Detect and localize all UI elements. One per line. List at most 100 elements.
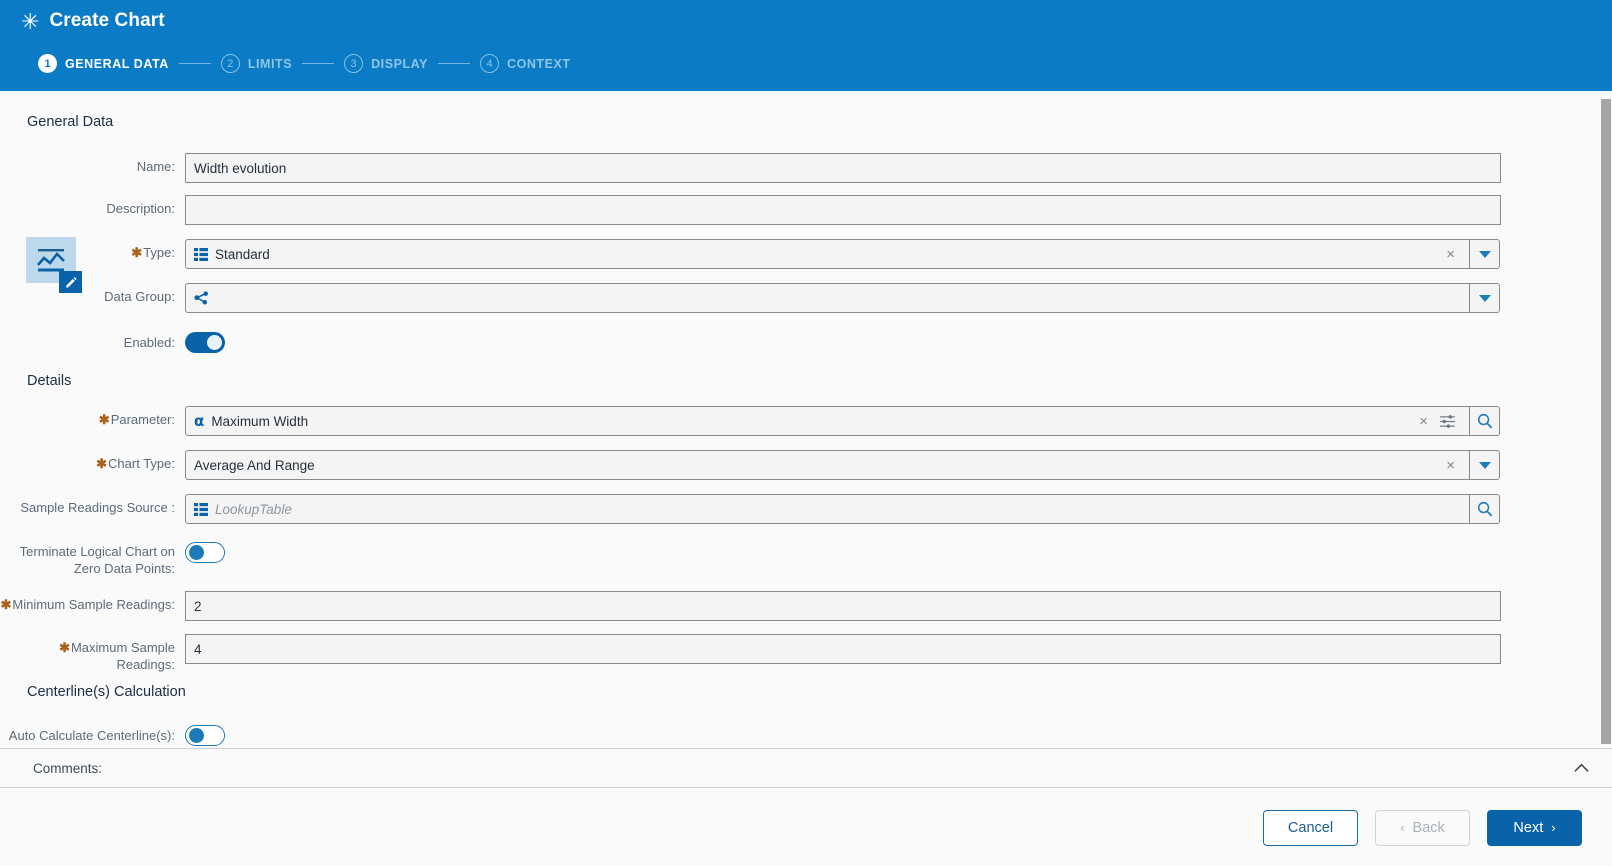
required-marker: ✱: [59, 640, 70, 655]
description-control: [185, 195, 1501, 225]
minimum-sample-readings-input[interactable]: 2: [185, 591, 1501, 621]
maximum-sample-readings-control: 4: [185, 634, 1501, 664]
sample-readings-source-search-button[interactable]: [1470, 494, 1500, 524]
type-control: Standard ×: [185, 239, 1500, 269]
chevron-down-icon: [1478, 294, 1491, 302]
chart-type-label: ✱Chart Type:: [0, 450, 185, 472]
toggle-knob: [207, 335, 222, 350]
pencil-icon[interactable]: [59, 271, 82, 293]
description-input[interactable]: [185, 195, 1501, 225]
field-row-description: Description:: [0, 195, 1501, 225]
minimum-sample-readings-value: 2: [194, 598, 202, 614]
field-row-type: ✱Type: Standard ×: [0, 239, 1500, 269]
chart-type-dropdown-button[interactable]: [1470, 450, 1500, 480]
minimum-sample-readings-control: 2: [185, 591, 1501, 621]
chevron-right-icon: ›: [1551, 820, 1556, 835]
list-icon: [194, 502, 208, 516]
clear-icon[interactable]: ×: [1419, 412, 1428, 430]
cancel-button-label: Cancel: [1287, 819, 1334, 836]
field-row-enabled: Enabled:: [0, 329, 225, 353]
enabled-toggle[interactable]: [185, 332, 225, 353]
section-heading-details: Details: [27, 373, 72, 389]
auto-calculate-centerlines-label: Auto Calculate Centerline(s):: [8, 728, 175, 743]
step-label: GENERAL DATA: [65, 56, 169, 71]
step-connector: [302, 63, 335, 64]
dialog-header: ✳ Create Chart 1 GENERAL DATA 2 LIMITS 3…: [0, 0, 1612, 91]
field-row-data-group: Data Group:: [0, 283, 1500, 313]
type-label: ✱Type:: [0, 239, 185, 261]
required-marker: ✱: [96, 456, 108, 471]
list-glyph: [194, 247, 208, 261]
clear-icon[interactable]: ×: [1446, 245, 1455, 263]
next-button-label: Next: [1513, 819, 1544, 836]
data-group-input[interactable]: [185, 283, 1470, 313]
step-connector: [438, 63, 470, 64]
back-button[interactable]: ‹ Back: [1375, 809, 1470, 846]
field-row-maximum-sample-readings: ✱Maximum Sample Readings: 4: [0, 634, 1501, 673]
comments-label: Comments:: [33, 760, 103, 776]
filter-glyph: [1440, 414, 1455, 428]
parameter-label-text: Parameter:: [110, 412, 175, 427]
name-control: Width evolution: [185, 153, 1501, 183]
step-general-data[interactable]: 1 GENERAL DATA: [38, 54, 169, 73]
clear-icon[interactable]: ×: [1446, 456, 1455, 474]
step-number: 3: [344, 54, 364, 73]
step-number: 2: [220, 54, 240, 73]
scrollbar-thumb[interactable]: [1601, 99, 1611, 744]
chart-thumbnail-wrapper[interactable]: [26, 237, 82, 293]
control-chart-glyph: [37, 249, 65, 272]
maximum-sample-readings-label-text: Maximum Sample Readings:: [70, 640, 175, 672]
step-limits[interactable]: 2 LIMITS: [220, 54, 292, 73]
data-group-control: [185, 283, 1500, 313]
required-marker: ✱: [131, 245, 143, 260]
toggle-knob: [189, 545, 204, 560]
wizard-steps: 1 GENERAL DATA 2 LIMITS 3 DISPLAY 4 CONT…: [38, 54, 571, 73]
enabled-label: Enabled:: [123, 335, 175, 350]
filter-icon[interactable]: [1434, 414, 1461, 428]
chevron-down-icon: [1478, 250, 1491, 258]
search-icon: [1477, 413, 1492, 429]
parameter-search-button[interactable]: [1470, 406, 1500, 436]
list-icon: [194, 247, 208, 261]
share-network-icon: [194, 291, 209, 305]
field-row-chart-type: ✱Chart Type: Average And Range ×: [0, 450, 1500, 480]
chart-type-control: Average And Range ×: [185, 450, 1500, 480]
required-marker: ✱: [98, 412, 110, 427]
chart-type-input[interactable]: Average And Range ×: [185, 450, 1470, 480]
required-marker: ✱: [0, 597, 12, 612]
toggle-knob: [189, 728, 204, 743]
chevron-down-icon: [1478, 461, 1491, 469]
form-scroll-area[interactable]: General Data Name: Width evolution Descr: [0, 91, 1612, 748]
name-value: Width evolution: [194, 160, 287, 176]
name-input[interactable]: Width evolution: [185, 153, 1501, 183]
step-context[interactable]: 4 CONTEXT: [480, 54, 571, 73]
sample-readings-source-label: Sample Readings Source :: [20, 500, 175, 515]
vertical-scrollbar[interactable]: [1600, 91, 1612, 748]
chevron-up-glyph: [1574, 763, 1589, 772]
list-glyph: [194, 502, 208, 516]
data-group-dropdown-button[interactable]: [1470, 283, 1500, 313]
type-dropdown-button[interactable]: [1470, 239, 1500, 269]
header-title-row: ✳ Create Chart: [21, 10, 165, 33]
terminate-logical-chart-toggle[interactable]: [185, 542, 225, 563]
chevron-left-icon: ‹: [1400, 820, 1405, 835]
type-value: Standard: [215, 246, 270, 262]
field-row-minimum-sample-readings: ✱Minimum Sample Readings: 2: [0, 591, 1501, 621]
comments-bar[interactable]: Comments:: [0, 748, 1612, 788]
sample-readings-source-placeholder: LookupTable: [215, 501, 292, 517]
pencil-glyph: [65, 277, 77, 288]
parameter-input[interactable]: α Maximum Width ×: [185, 406, 1470, 436]
next-button[interactable]: Next ›: [1487, 809, 1582, 846]
chevron-up-icon[interactable]: [1573, 760, 1590, 777]
step-number: 4: [480, 54, 499, 73]
minimum-sample-readings-label: ✱Minimum Sample Readings:: [0, 591, 185, 613]
type-input[interactable]: Standard ×: [185, 239, 1470, 269]
terminate-logical-chart-label: Terminate Logical Chart on Zero Data Poi…: [19, 544, 175, 576]
cancel-button[interactable]: Cancel: [1263, 809, 1358, 846]
maximum-sample-readings-input[interactable]: 4: [185, 634, 1501, 664]
auto-calculate-centerlines-toggle[interactable]: [185, 725, 225, 746]
section-heading-centerline: Centerline(s) Calculation: [27, 684, 186, 700]
sample-readings-source-input[interactable]: LookupTable: [185, 494, 1470, 524]
step-label: CONTEXT: [507, 56, 571, 71]
step-display[interactable]: 3 DISPLAY: [344, 54, 428, 73]
